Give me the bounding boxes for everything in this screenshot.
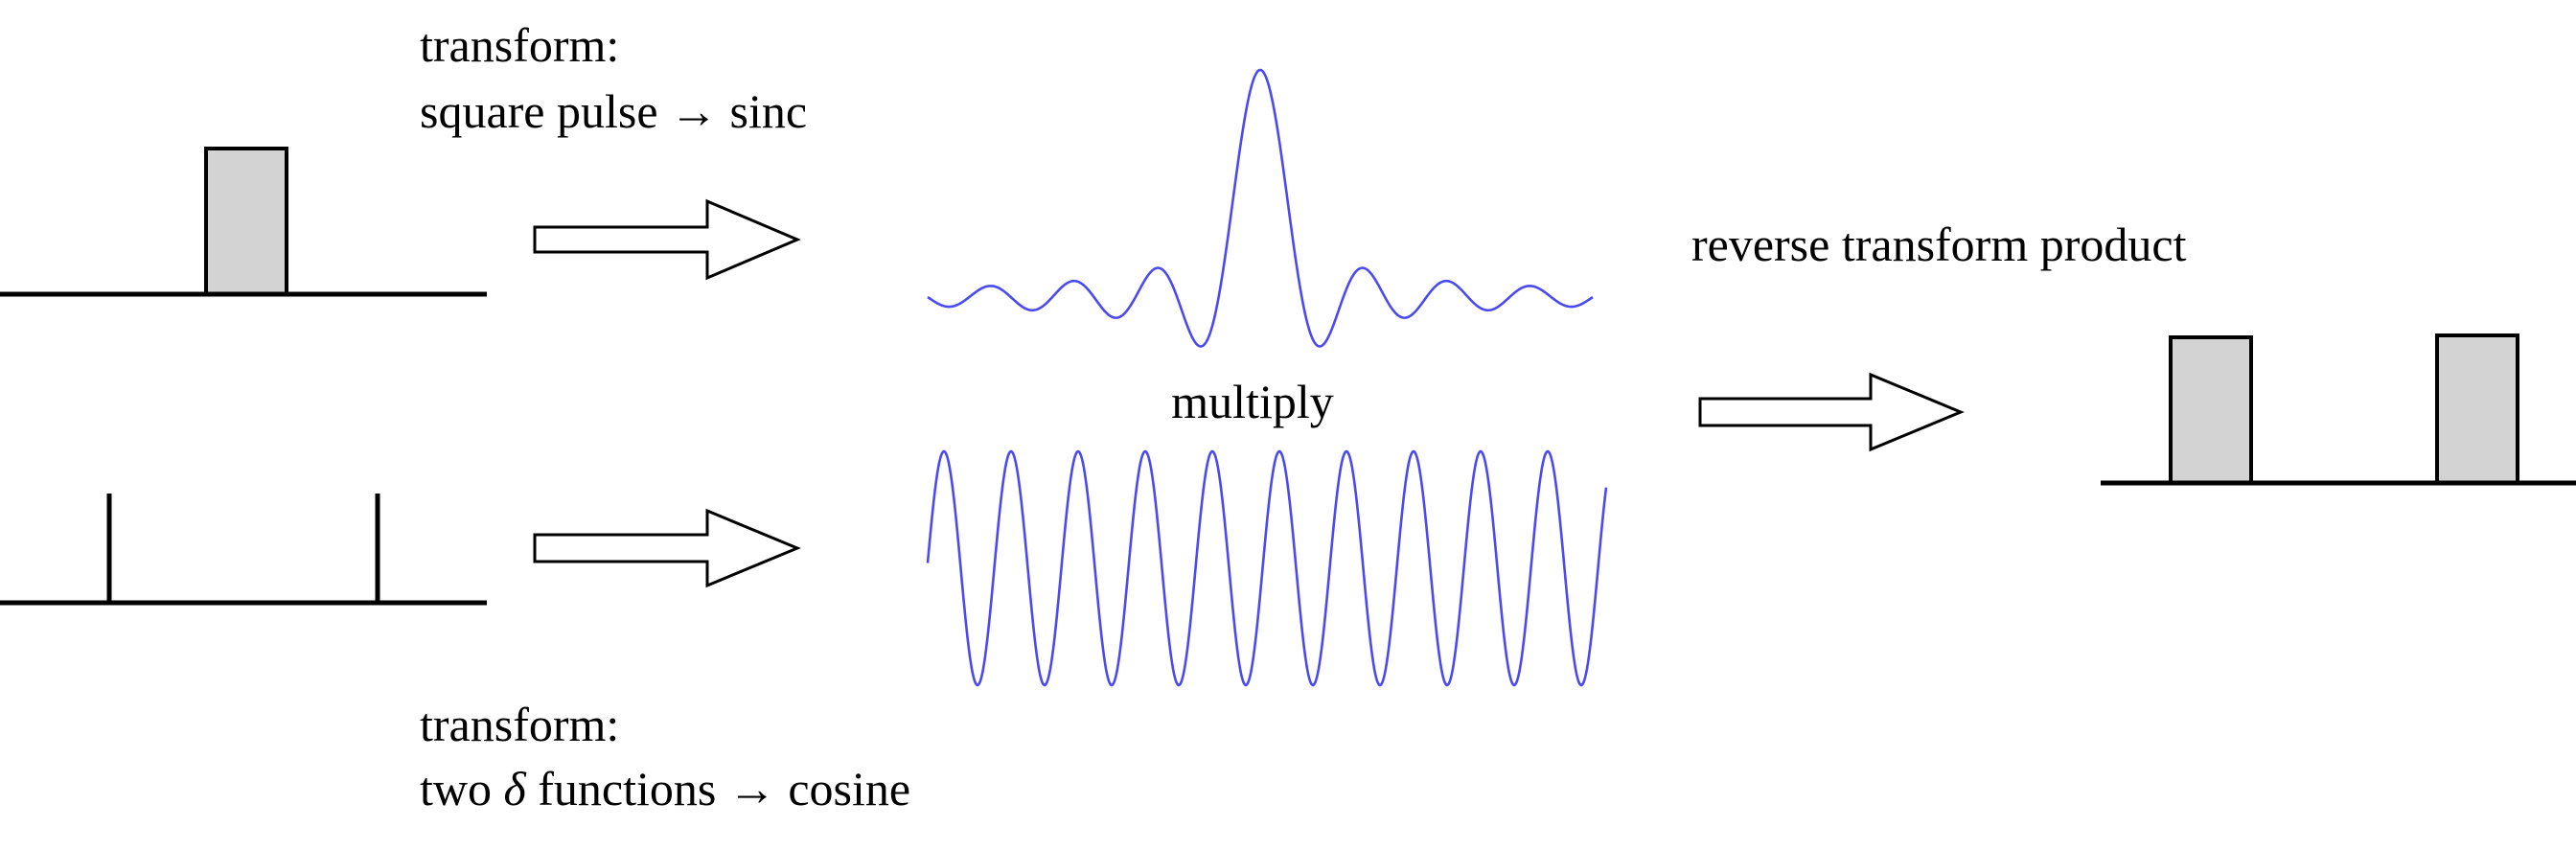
reverse-transform-label: reverse transform product <box>1691 218 2187 271</box>
bottom-label-line2: two δ functions → cosine <box>420 762 910 816</box>
transform-arrow-bottom <box>533 508 801 588</box>
reverse-transform-arrow <box>1698 372 1965 452</box>
top-label-line2: square pulse → sinc <box>420 84 807 138</box>
result-pulse-left <box>2169 335 2253 485</box>
square-pulse-figure <box>0 147 487 297</box>
transform-arrow-top <box>533 198 801 281</box>
square-pulse <box>204 147 288 296</box>
bottom-label-pre: two <box>420 762 504 816</box>
bottom-label-post: functions → cosine <box>526 762 910 816</box>
delta-symbol: δ <box>504 762 527 816</box>
result-pulse-right <box>2435 333 2519 485</box>
top-label-line1: transform: <box>420 18 619 72</box>
multiply-label: multiply <box>1171 375 1333 428</box>
cosine-wave <box>926 449 1608 687</box>
sinc-wave <box>927 68 1594 348</box>
result-pulses-figure <box>2101 333 2576 486</box>
bottom-label-line1: transform: <box>420 698 619 751</box>
delta-functions-figure <box>0 494 487 606</box>
